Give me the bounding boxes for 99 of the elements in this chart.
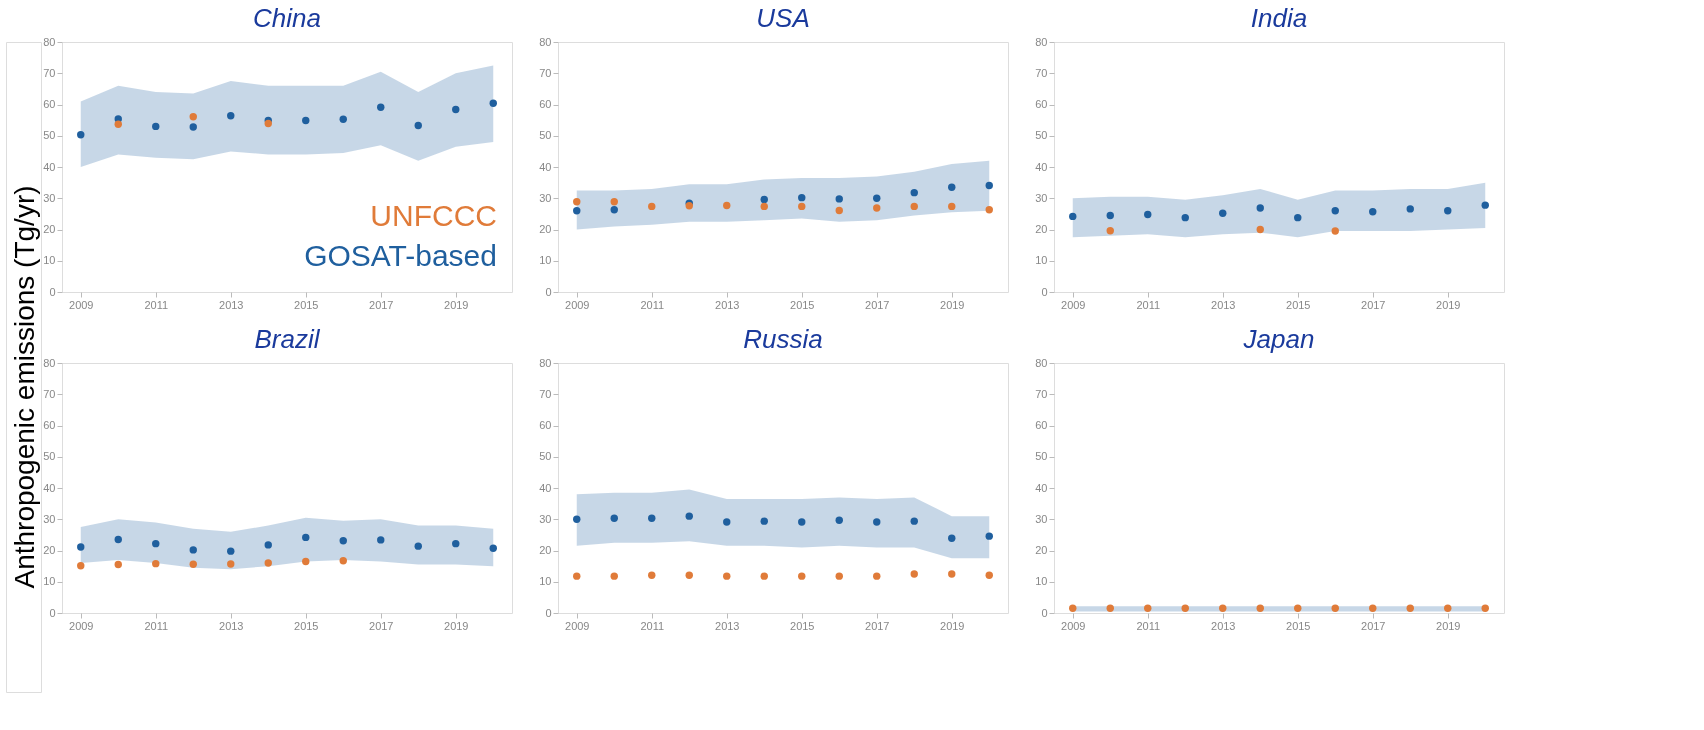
y-tick-label: 20 [539,544,552,556]
y-tick-label: 60 [43,98,56,110]
y-tick-label: 30 [43,512,56,525]
y-tick-label: 60 [43,419,56,431]
chart-title: Japan [1242,324,1315,354]
x-tick-label: 2015 [790,619,815,632]
chart-title: USA [756,3,810,33]
x-tick-label: 2013 [1211,619,1236,632]
chart-title: Russia [743,324,823,354]
y-tick-label: 30 [539,191,552,204]
y-tick-label: 0 [545,285,552,298]
y-tick-label: 0 [49,606,56,619]
x-tick-label: 2009 [565,298,590,311]
chart-title: Brazil [254,324,321,354]
y-tick-label: 60 [1035,98,1048,110]
y-tick-label: 70 [539,66,552,79]
x-tick-label: 2009 [69,619,94,632]
x-tick-label: 2013 [219,298,244,311]
x-tick-label: 2015 [1286,619,1311,632]
x-tick-label: 2013 [715,619,740,632]
x-tick-label: 2009 [69,298,94,311]
x-tick-label: 2019 [444,298,469,311]
y-tick-label: 10 [43,254,56,267]
x-tick-label: 2013 [715,298,740,311]
x-tick-label: 2011 [144,298,169,311]
y-tick-label: 30 [539,512,552,525]
x-tick-label: 2017 [1361,298,1386,311]
y-tick-label: 20 [1035,544,1048,556]
y-tick-label: 50 [43,450,56,463]
x-tick-label: 2013 [219,619,244,632]
x-tick-label: 2017 [865,619,890,632]
x-tick-label: 2011 [640,298,665,311]
y-tick-label: 30 [43,191,56,204]
y-tick-label: 50 [539,450,552,463]
y-tick-label: 40 [1035,160,1048,173]
x-tick-label: 2019 [1436,298,1461,311]
x-tick-label: 2009 [1061,619,1086,632]
y-tick-label: 0 [49,285,56,298]
chart-title: China [253,3,321,33]
x-tick-label: 2009 [1061,298,1086,311]
y-tick-label: 60 [539,419,552,431]
x-tick-label: 2017 [865,298,890,311]
y-tick-label: 20 [1035,223,1048,235]
y-tick-label: 10 [539,254,552,267]
y-tick-label: 60 [539,98,552,110]
x-tick-label: 2019 [940,298,965,311]
x-tick-label: 2009 [565,619,590,632]
x-tick-label: 2019 [1436,619,1461,632]
y-tick-label: 70 [43,387,56,400]
y-tick-label: 40 [539,160,552,173]
x-tick-label: 2015 [294,298,319,311]
y-tick-label: 60 [1035,419,1048,431]
y-tick-label: 50 [43,129,56,142]
y-tick-label: 80 [43,356,56,369]
y-tick-label: 40 [43,160,56,173]
x-tick-label: 2011 [640,619,665,632]
y-tick-label: 20 [539,223,552,235]
y-tick-label: 50 [1035,129,1048,142]
y-tick-label: 80 [1035,35,1048,48]
x-tick-label: 2017 [1361,619,1386,632]
x-tick-label: 2017 [369,619,394,632]
y-tick-label: 10 [1035,575,1048,588]
y-tick-label: 50 [539,129,552,142]
y-tick-label: 70 [1035,66,1048,79]
x-tick-label: 2017 [369,298,394,311]
x-tick-label: 2011 [144,619,169,632]
x-tick-label: 2019 [444,619,469,632]
x-tick-label: 2013 [1211,298,1236,311]
y-tick-label: 10 [43,575,56,588]
y-tick-label: 0 [545,606,552,619]
x-tick-label: 2019 [940,619,965,632]
y-tick-label: 20 [43,544,56,556]
text: GOSAT-based [304,239,497,272]
x-tick-label: 2015 [1286,298,1311,311]
y-tick-label: 70 [43,66,56,79]
y-tick-label: 40 [1035,481,1048,494]
y-tick-label: 30 [1035,512,1048,525]
x-tick-label: 2011 [1136,619,1161,632]
x-tick-label: 2015 [294,619,319,632]
y-tick-label: 10 [1035,254,1048,267]
x-tick-label: 2015 [790,298,815,311]
y-axis-title: Anthropogenic emissions (Tg/yr) [9,185,40,589]
y-tick-label: 20 [43,223,56,235]
y-tick-label: 50 [1035,450,1048,463]
y-tick-label: 40 [43,481,56,494]
y-tick-label: 80 [539,35,552,48]
y-tick-label: 30 [1035,191,1048,204]
y-tick-label: 0 [1041,606,1048,619]
y-tick-label: 70 [1035,387,1048,400]
y-tick-label: 10 [539,575,552,588]
text: UNFCCC [370,199,497,232]
y-tick-label: 80 [1035,356,1048,369]
x-tick-label: 2011 [1136,298,1161,311]
chart-title: India [1250,3,1308,33]
y-tick-label: 70 [539,387,552,400]
y-tick-label: 0 [1041,285,1048,298]
y-tick-label: 40 [539,481,552,494]
y-tick-label: 80 [43,35,56,48]
y-tick-label: 80 [539,356,552,369]
